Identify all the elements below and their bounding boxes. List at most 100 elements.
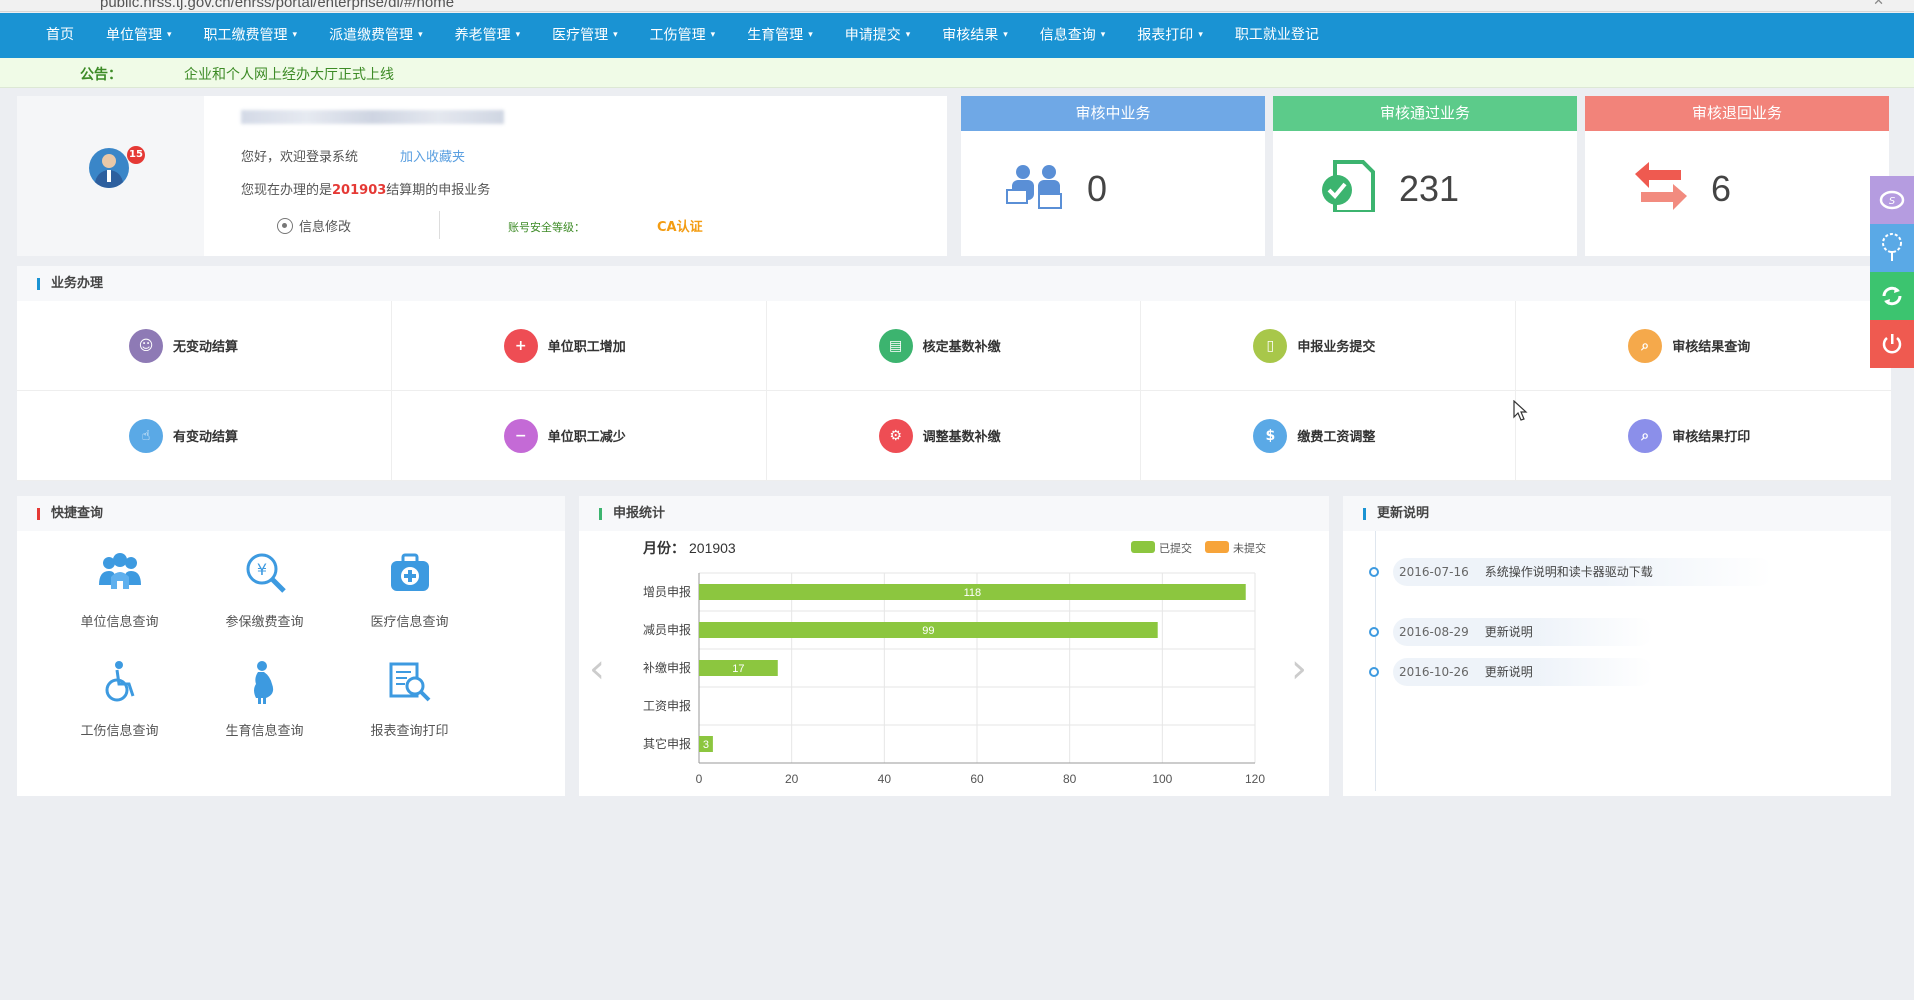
quick-query-item[interactable]: 工伤信息查询 [47,660,192,739]
tree-icon[interactable] [1870,224,1914,272]
chart-prev-icon[interactable]: ‹ [589,646,605,692]
y-tick-label: 增员申报 [643,584,691,599]
stat-approved[interactable]: 审核通过业务 231 [1273,96,1577,256]
nav-item[interactable]: 医疗管理 ▾ [536,13,634,58]
stat-pending-title: 审核中业务 [961,96,1265,131]
chevron-down-icon: ▾ [1003,30,1008,40]
stat-approved-title: 审核通过业务 [1273,96,1577,131]
business-item[interactable]: ⚙ 调整基数补缴 [766,391,1142,481]
check-document-icon [1322,160,1375,212]
top-nav: 首页 单位管理 ▾ 职工缴费管理 ▾ 派遣缴费管理 ▾ 养老管理 ▾ 医疗管理 ▾ 工伤管理 ▾ 生育管理… [0,13,1914,58]
period-text: 您现在办理的是201903结算期的申报业务 [241,183,491,198]
side-toolbar: S [1870,176,1914,368]
business-item[interactable]: − 单位职工减少 [391,391,767,481]
url-text[interactable]: public.hrss.tj.gov.cn/ehrss/portal/enter… [100,0,455,11]
nav-item[interactable]: 职工缴费管理 ▾ [188,13,314,58]
refresh-icon[interactable] [1870,272,1914,320]
nav-item[interactable]: 申请提交 ▾ [829,13,927,58]
quick-query-item[interactable]: 单位信息查询 [47,551,192,630]
nav-item[interactable]: 工伤管理 ▾ [634,13,732,58]
legend-swatch [1131,541,1155,553]
users-icon [1006,165,1062,209]
nav-item[interactable]: 派遣缴费管理 ▾ [313,13,439,58]
business-item[interactable]: ⌕ 审核结果打印 [1516,391,1891,481]
timeline-dot-icon [1369,627,1379,637]
user-card: 15 您好，欢迎登录系统 加入收藏夹 您现在办理的是201903结算期的申报业务… [17,96,947,256]
chevron-down-icon: ▾ [905,30,911,40]
nav-item[interactable]: 审核结果 ▾ [926,13,1024,58]
bar-value-label: 118 [964,587,982,599]
power-icon[interactable] [1870,320,1914,368]
quick-query-item[interactable]: 生育信息查询 [192,660,337,739]
svg-text:S: S [1889,196,1896,207]
nav-item[interactable]: 生育管理 ▾ [731,13,829,58]
quick-query-item[interactable]: 医疗信息查询 [337,551,482,630]
business-item-label: 缴费工资调整 [1297,430,1376,445]
x-tick-label: 0 [696,772,703,786]
chart-next-icon[interactable]: › [1291,646,1307,692]
nav-item-label: 生育管理 [747,27,804,44]
quick-query-label: 生育信息查询 [225,724,304,739]
nav-item[interactable]: 养老管理 ▾ [439,13,537,58]
nav-item[interactable]: 信息查询 ▾ [1024,13,1122,58]
business-item-label: 核定基数补缴 [922,340,1001,355]
update-item[interactable]: 2016-07-16 系统操作说明和读卡器驱动下载 [1369,558,1773,586]
browser-close-icon[interactable]: ✕ [1873,0,1884,9]
business-item[interactable]: ☺ 无变动结算 [17,301,392,391]
business-item[interactable]: ☝ 有变动结算 [17,391,392,481]
user-add-icon: + [503,328,538,363]
business-item-label: 无变动结算 [173,340,239,355]
chevron-down-icon: ▾ [808,30,813,40]
quick-query-item[interactable]: ¥ 参保缴费查询 [192,551,337,630]
update-item[interactable]: 2016-08-29 更新说明 [1369,618,1653,646]
nav-item[interactable]: 单位管理 ▾ [90,13,188,58]
medical-kit-icon [385,551,435,599]
nav-item[interactable]: 首页 [30,13,90,58]
social-security-icon[interactable]: S [1870,176,1914,224]
quick-query-title: 快捷查询 [51,506,104,521]
quick-query-item[interactable]: 报表查询打印 [337,660,482,739]
announcement-bar: 公告： 企业和个人网上经办大厅正式上线 [0,58,1914,88]
business-item[interactable]: $ 缴费工资调整 [1141,391,1517,481]
y-tick-label: 减员申报 [643,622,691,637]
quick-query-grid: 单位信息查询 ¥ 参保缴费查询 医疗信息查询工伤信息查询 生育信息查询 报表查询打印 [47,551,527,739]
announcement-text[interactable]: 企业和个人网上经办大厅正式上线 [184,67,394,83]
add-favorite-link[interactable]: 加入收藏夹 [400,150,466,165]
chart-month-value: 201903 [689,540,736,556]
quick-query-label: 报表查询打印 [370,724,449,739]
money-icon: $ [1253,418,1288,453]
info-edit-label: 信息修改 [299,220,352,235]
business-item[interactable]: ▤ 核定基数补缴 [766,301,1142,391]
update-notes-title: 更新说明 [1377,506,1430,521]
business-item-label: 申报业务提交 [1297,340,1376,355]
business-item[interactable]: ▯ 申报业务提交 [1141,301,1517,391]
chevron-down-icon: ▾ [710,30,716,40]
update-item[interactable]: 2016-10-26 更新说明 [1369,658,1653,686]
notification-badge[interactable]: 15 [127,146,145,164]
stat-pending-value: 0 [1087,168,1108,209]
nav-item-label: 申请提交 [844,27,901,44]
pregnant-icon [240,660,290,708]
stat-returned[interactable]: 审核退回业务 6 [1585,96,1889,256]
business-grid: ☺ 无变动结算 + 单位职工增加 ▤ 核定基数补缴 ▯ 申报业务提交 ⌕ 审核结果查询 ☝ 有变动结算… [17,301,1891,481]
nav-item-label: 医疗管理 [552,27,609,44]
declaration-stats-title: 申报统计 [613,506,666,521]
welcome-text: 您好，欢迎登录系统 [241,150,359,165]
stat-pending[interactable]: 审核中业务 0 [961,96,1265,256]
declaration-bar-chart: 月份： 201903 已提交 未提交 0 20 40 60 80 100 120 增员申报 118 减员申… [642,540,1266,786]
nav-item-label: 养老管理 [454,27,511,44]
info-edit-button[interactable]: 信息修改 [277,216,351,235]
nav-item[interactable]: 报表打印 ▾ [1121,13,1219,58]
business-item[interactable]: + 单位职工增加 [391,301,767,391]
ca-auth-link[interactable]: CA认证 [657,220,703,235]
quick-query-header: 快捷查询 [17,496,565,531]
nav-item[interactable]: 职工就业登记 [1219,13,1335,58]
browser-url-bar[interactable]: public.hrss.tj.gov.cn/ehrss/portal/enter… [0,0,1914,12]
nav-item-label: 审核结果 [942,27,999,44]
chevron-down-icon: ▾ [1198,30,1203,40]
business-item[interactable]: ⌕ 审核结果查询 [1516,301,1891,391]
chevron-down-icon: ▾ [613,30,618,40]
x-tick-label: 120 [1245,772,1265,786]
avatar[interactable] [89,148,129,188]
chevron-down-icon: ▾ [515,30,521,40]
